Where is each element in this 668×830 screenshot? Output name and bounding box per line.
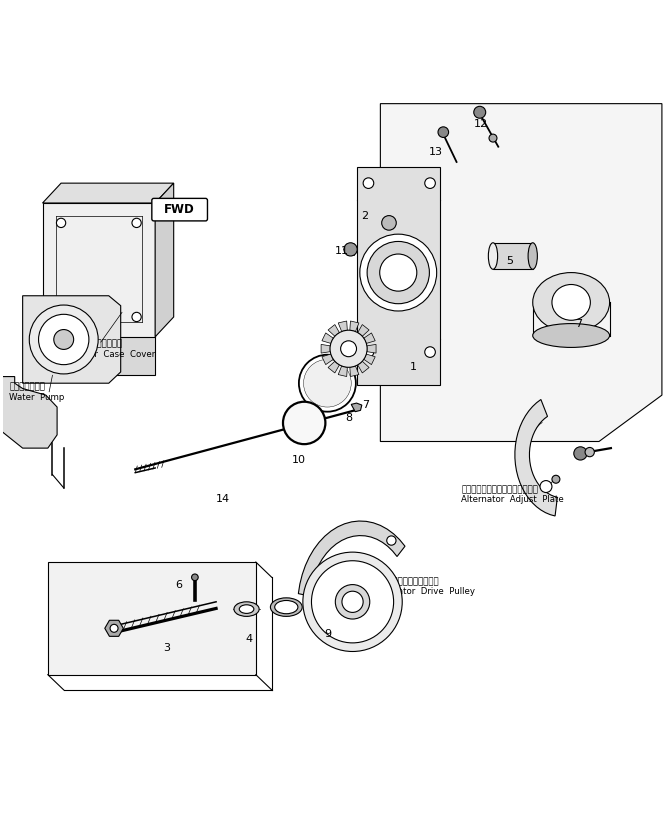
Circle shape [379, 254, 417, 291]
Circle shape [283, 402, 325, 444]
Polygon shape [338, 366, 347, 377]
Circle shape [363, 347, 374, 358]
Text: 7: 7 [362, 400, 369, 410]
Polygon shape [105, 620, 124, 637]
Text: 3: 3 [164, 643, 170, 653]
Polygon shape [364, 333, 375, 344]
Circle shape [342, 591, 363, 613]
Circle shape [489, 134, 497, 142]
Polygon shape [364, 354, 375, 364]
Text: Gear  Case  Cover: Gear Case Cover [77, 349, 155, 359]
Text: ウォータポンプ: ウォータポンプ [9, 383, 45, 392]
Circle shape [344, 242, 357, 256]
Polygon shape [357, 167, 440, 385]
Text: 2: 2 [361, 212, 369, 222]
Circle shape [425, 178, 436, 188]
Polygon shape [328, 325, 339, 336]
Polygon shape [338, 321, 347, 331]
Text: Alternator  Drive  Pulley: Alternator Drive Pulley [373, 588, 476, 597]
Polygon shape [351, 403, 362, 412]
Polygon shape [43, 203, 155, 337]
Polygon shape [367, 344, 376, 353]
Ellipse shape [528, 242, 537, 269]
Circle shape [110, 624, 118, 632]
Circle shape [585, 447, 595, 456]
Ellipse shape [239, 605, 254, 613]
Polygon shape [350, 366, 359, 377]
Text: 6: 6 [175, 580, 182, 590]
Polygon shape [23, 295, 121, 383]
Circle shape [574, 447, 587, 460]
Circle shape [56, 312, 65, 321]
Text: Water  Pump: Water Pump [9, 393, 65, 402]
Ellipse shape [271, 598, 302, 617]
Circle shape [367, 242, 430, 304]
Circle shape [341, 341, 357, 357]
Ellipse shape [234, 602, 259, 617]
Circle shape [381, 216, 396, 230]
Circle shape [299, 354, 356, 412]
Circle shape [311, 561, 393, 643]
Circle shape [29, 305, 98, 374]
Circle shape [132, 312, 141, 321]
Text: 12: 12 [474, 119, 488, 129]
Circle shape [330, 330, 367, 368]
Circle shape [303, 552, 402, 652]
Text: 13: 13 [428, 147, 442, 157]
Text: 5: 5 [506, 256, 513, 266]
Polygon shape [358, 361, 369, 373]
Ellipse shape [533, 324, 610, 348]
Polygon shape [322, 333, 333, 344]
Polygon shape [106, 302, 155, 375]
Text: オルタネータアジャストプレート: オルタネータアジャストプレート [461, 486, 538, 495]
FancyBboxPatch shape [152, 198, 208, 221]
Circle shape [54, 330, 73, 349]
Text: 10: 10 [292, 455, 306, 465]
Text: 9: 9 [324, 628, 331, 638]
Polygon shape [155, 183, 174, 337]
Polygon shape [350, 321, 359, 331]
Circle shape [192, 574, 198, 581]
Polygon shape [299, 521, 405, 596]
Polygon shape [380, 104, 662, 442]
Ellipse shape [488, 242, 498, 269]
Polygon shape [48, 562, 256, 675]
Text: 4: 4 [246, 634, 253, 644]
Circle shape [552, 476, 560, 483]
Text: Alternator  Adjust  Plate: Alternator Adjust Plate [461, 496, 564, 505]
Circle shape [474, 106, 486, 118]
Polygon shape [358, 325, 369, 336]
Ellipse shape [533, 272, 610, 332]
Text: FWD: FWD [164, 203, 195, 216]
Circle shape [303, 359, 351, 407]
Circle shape [39, 315, 89, 364]
Ellipse shape [275, 600, 298, 613]
Polygon shape [43, 183, 174, 203]
Circle shape [132, 218, 141, 227]
Polygon shape [0, 377, 57, 448]
Polygon shape [322, 354, 333, 364]
Circle shape [425, 347, 436, 358]
Text: 14: 14 [216, 494, 230, 504]
Text: 11: 11 [335, 246, 349, 256]
Ellipse shape [552, 285, 591, 320]
Circle shape [360, 234, 437, 311]
Circle shape [387, 536, 396, 545]
Text: 1: 1 [410, 363, 417, 373]
Circle shape [56, 218, 65, 227]
Text: 8: 8 [345, 413, 353, 423]
Circle shape [540, 481, 552, 492]
Text: 7: 7 [576, 319, 582, 329]
Polygon shape [515, 399, 557, 516]
Text: ギヤーケースカバー: ギヤーケースカバー [77, 339, 123, 349]
Polygon shape [328, 361, 339, 373]
Polygon shape [321, 344, 330, 353]
Polygon shape [493, 242, 533, 269]
Circle shape [335, 584, 370, 619]
Text: オルタネータドライブプーリ: オルタネータドライブプーリ [373, 578, 439, 587]
Circle shape [363, 178, 374, 188]
Circle shape [438, 127, 449, 138]
